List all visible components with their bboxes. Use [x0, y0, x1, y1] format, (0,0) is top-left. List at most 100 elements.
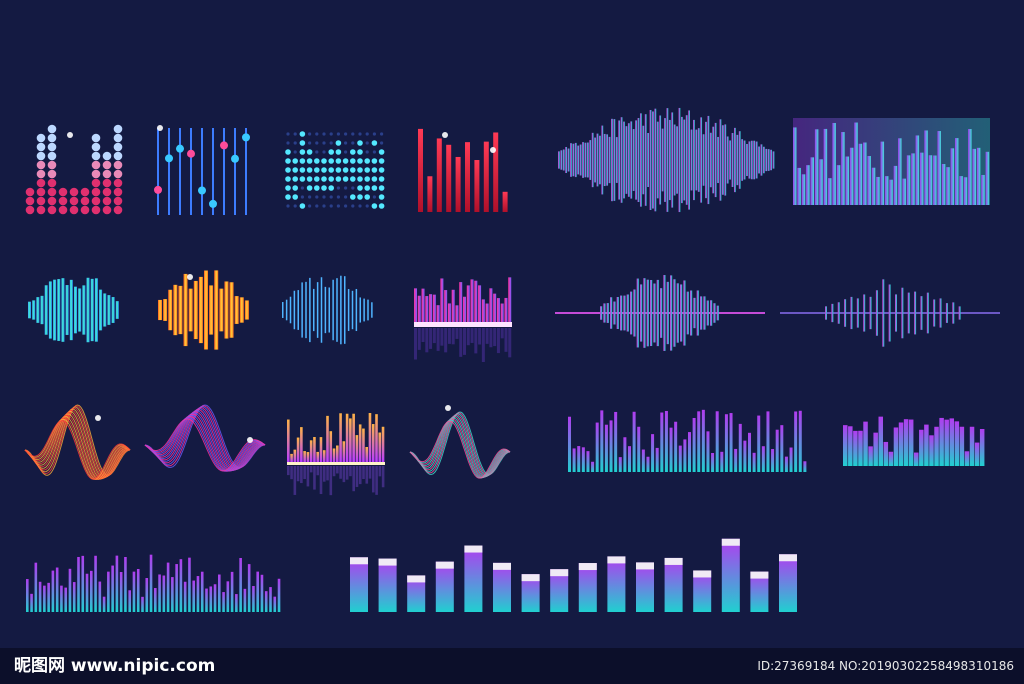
eq-bar: [209, 586, 213, 612]
red-bar: [418, 128, 423, 212]
reflection-bar: [489, 328, 493, 348]
eq-bar: [674, 421, 678, 472]
orange-bar: [368, 413, 372, 462]
orange-bar: [332, 448, 336, 462]
eq-bar: [934, 426, 939, 466]
pink-top-bar: [493, 293, 497, 322]
pixel-dot: [91, 205, 101, 215]
thin-wave-line: [313, 288, 315, 332]
reflection-bar: [352, 466, 355, 492]
matrix-dot: [299, 140, 306, 146]
eq-bar: [868, 446, 873, 466]
pink-top-bar: [508, 277, 512, 322]
pixel-dot: [113, 160, 123, 170]
eq-bar: [102, 596, 106, 612]
sparkle: [445, 405, 451, 411]
wave-line: [639, 113, 642, 207]
wave-line: [702, 134, 705, 186]
pixel-dot: [102, 187, 112, 197]
eq-bar: [903, 419, 909, 466]
thin-wave-line: [336, 278, 338, 342]
eq-bar: [568, 416, 571, 472]
wave-line: [724, 124, 727, 196]
wave-bar: [656, 279, 659, 347]
wave-line: [683, 119, 686, 201]
reflection-bar: [381, 466, 385, 488]
eq-bar: [94, 555, 97, 612]
reflection-bar: [432, 328, 436, 344]
orange-bar: [303, 451, 306, 462]
wave-line: [700, 117, 703, 203]
eq-bar: [47, 582, 50, 612]
orange-bar: [316, 451, 319, 462]
matrix-dot: [293, 204, 297, 208]
wave-line: [688, 110, 690, 210]
eq-bar: [72, 582, 76, 612]
wave-line: [627, 123, 630, 197]
orange-bar: [300, 427, 303, 462]
matrix-dot: [315, 150, 319, 154]
pink-top-bar: [485, 303, 489, 322]
big-bar-cap: [636, 562, 654, 570]
watermark-bar: [0, 648, 1024, 684]
orange-bar: [371, 424, 375, 462]
eq-bar: [124, 557, 127, 612]
thin-wave-bar: [920, 296, 923, 330]
eq-bar: [51, 570, 55, 612]
wave-line: [666, 108, 669, 212]
wave-bar: [676, 283, 679, 343]
eq-bar: [794, 411, 798, 472]
pink-ribbon: [144, 408, 266, 471]
wave-line: [647, 133, 650, 187]
block-bar: [884, 176, 889, 205]
pink-top-bar: [432, 294, 436, 322]
matrix-dot: [286, 141, 290, 145]
eq-bar: [893, 427, 899, 466]
eq-bar: [669, 427, 673, 472]
pink-ribbon: [144, 413, 266, 472]
orange-bar: [313, 437, 316, 462]
thin-wave-bar: [907, 292, 910, 334]
matrix-dot: [306, 176, 313, 182]
matrix-dot: [371, 158, 378, 164]
matrix-dot: [299, 149, 306, 155]
pixel-dot: [69, 196, 79, 206]
matrix-dot: [357, 176, 363, 182]
wave-bar: [606, 303, 609, 323]
pink-top-bar: [455, 305, 459, 322]
reflection-bar: [429, 328, 433, 349]
slider-knob: [231, 154, 239, 163]
big-bar-cap: [779, 554, 797, 562]
matrix-dot: [357, 149, 363, 155]
wave-bar: [636, 278, 639, 348]
wave-bar: [650, 279, 653, 347]
block-bar: [849, 147, 854, 205]
eq-bar: [697, 411, 701, 472]
reflection-bar: [485, 328, 489, 344]
wave-line: [758, 146, 760, 174]
matrix-dot: [306, 149, 313, 155]
reflection-bar: [316, 466, 320, 476]
reflection-bar: [451, 328, 455, 345]
orange-bar: [375, 414, 378, 462]
block-bar: [797, 167, 801, 205]
wave-line: [652, 111, 654, 209]
big-bar: [664, 557, 683, 612]
eq-bar: [883, 441, 889, 466]
big-bar: [493, 562, 511, 612]
matrix-dot: [292, 158, 299, 164]
wave-line: [721, 125, 724, 195]
eq-bar: [26, 579, 29, 612]
big-bar: [607, 556, 626, 612]
eq-bar: [55, 567, 59, 612]
block-bar: [823, 128, 828, 205]
eq-bar: [158, 574, 161, 612]
pixel-dot: [47, 133, 57, 143]
eq-bar: [218, 574, 221, 612]
cyan-wave-bar: [78, 288, 82, 332]
wave-line: [659, 115, 662, 205]
mixed-ribbon: [409, 414, 511, 477]
big-bar-cap: [493, 562, 511, 570]
cyan-wave-bar: [28, 301, 31, 319]
